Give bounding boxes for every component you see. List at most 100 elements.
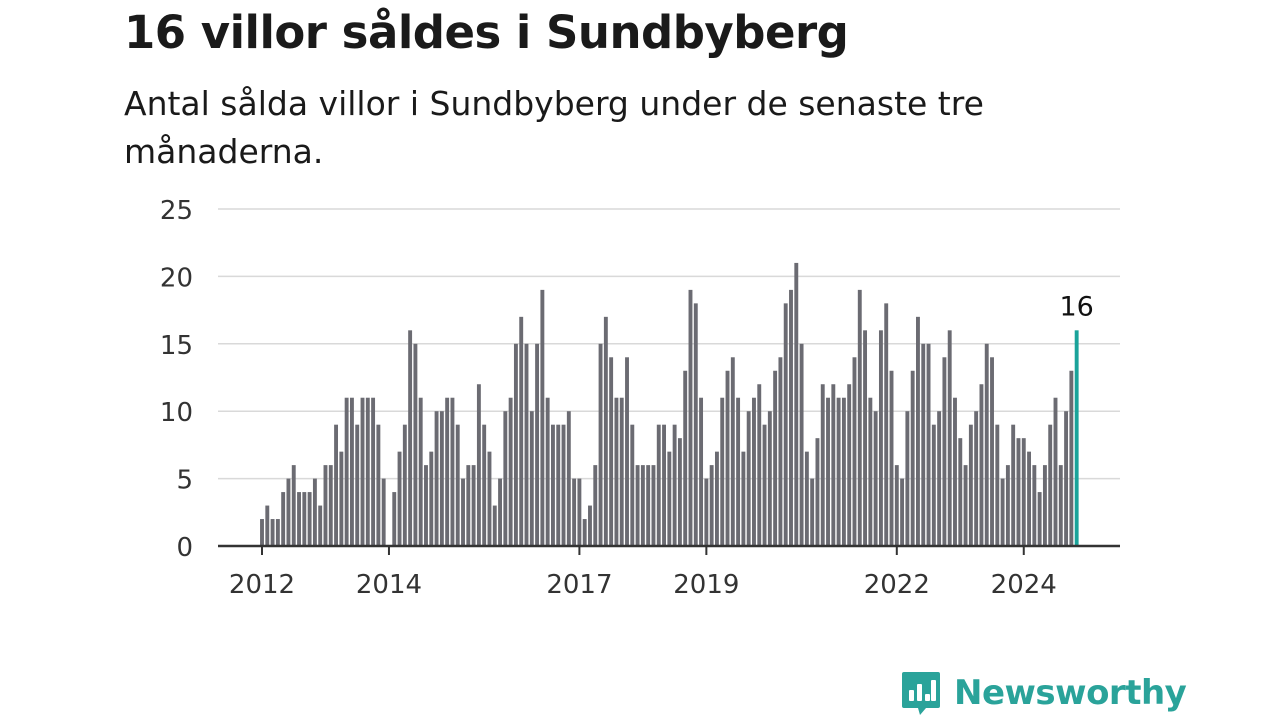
bar: [593, 465, 598, 546]
bar: [625, 357, 629, 546]
bar: [614, 397, 619, 546]
bar: [270, 519, 275, 546]
x-tick-label: 2022: [864, 570, 930, 600]
bar: [1069, 370, 1074, 546]
bar: [1048, 424, 1053, 546]
bar: [476, 384, 481, 546]
bar: [413, 343, 418, 546]
bar: [297, 492, 301, 546]
bar: [990, 357, 994, 546]
bar: [820, 384, 825, 546]
bar: [265, 505, 270, 546]
bar: [312, 478, 317, 546]
x-tick-label: 2014: [356, 570, 422, 600]
bar: [630, 424, 635, 546]
bar: [397, 451, 402, 546]
newsworthy-logo-icon: [902, 672, 940, 715]
bar: [482, 424, 487, 546]
bar: [683, 370, 688, 546]
bar: [831, 384, 836, 546]
bar: [334, 424, 339, 546]
bar: [995, 424, 1000, 546]
bar: [810, 478, 815, 546]
bar: [968, 424, 973, 546]
bar: [508, 397, 513, 546]
bar: [1011, 424, 1016, 546]
bar: [868, 397, 873, 546]
bar: [291, 465, 296, 546]
bar: [598, 343, 603, 546]
bar: [561, 424, 566, 546]
bar: [815, 438, 820, 546]
bar: [572, 478, 577, 546]
bar: [762, 424, 767, 546]
bar: [402, 424, 407, 546]
bar: [799, 343, 804, 546]
bar: [260, 519, 264, 546]
bar: [778, 357, 783, 546]
bar: [535, 343, 540, 546]
bar: [889, 370, 894, 546]
bar: [471, 465, 476, 546]
bar: [1016, 438, 1021, 546]
bar: [789, 289, 793, 546]
bar: [1064, 411, 1069, 546]
bar: [672, 424, 677, 546]
bar: [503, 411, 508, 546]
bar: [286, 478, 291, 546]
bar: [640, 465, 645, 546]
bar: [339, 451, 344, 546]
bar: [863, 330, 868, 546]
highlight-value-label: 16: [1059, 291, 1093, 322]
bar: [344, 397, 349, 546]
bar: [545, 397, 550, 546]
bar: [910, 370, 915, 546]
bar: [365, 397, 370, 546]
bar: [857, 289, 862, 546]
bar: [318, 505, 323, 546]
bar: [1027, 451, 1031, 546]
bar: [551, 424, 555, 546]
chart-subtitle: Antal sålda villor i Sundbyberg under de…: [124, 84, 984, 171]
bar: [963, 465, 968, 546]
bar: [577, 478, 582, 546]
bar: [741, 451, 746, 546]
bar: [704, 478, 709, 546]
bar: [439, 411, 444, 546]
bar: [381, 478, 386, 546]
bar: [556, 424, 561, 546]
bar: [328, 465, 333, 546]
bar: [529, 411, 534, 546]
brand-logo: Newsworthy: [900, 670, 1187, 716]
bar: [937, 411, 942, 546]
bar: [709, 465, 714, 546]
bar: [714, 451, 719, 546]
bar: [767, 411, 772, 546]
x-tick-label: 2024: [991, 570, 1057, 600]
bar: [540, 289, 545, 546]
bar: [773, 370, 778, 546]
bar: [947, 330, 952, 546]
bar: [1032, 465, 1037, 546]
bar: [392, 492, 397, 546]
bar: [878, 330, 883, 546]
bar: [466, 465, 471, 546]
bar: [804, 451, 809, 546]
y-tick-label: 20: [160, 263, 193, 293]
bar: [953, 397, 957, 546]
bar: [730, 357, 735, 546]
bar: [1037, 492, 1042, 546]
bar: [1053, 397, 1058, 546]
bar: [445, 397, 450, 546]
bar: [323, 465, 328, 546]
y-tick-label: 25: [160, 196, 193, 226]
bar: [1021, 438, 1026, 546]
bar: [588, 505, 592, 546]
bar: [355, 424, 360, 546]
bar: [487, 451, 492, 546]
bar: [498, 478, 502, 546]
bar: [746, 411, 751, 546]
x-tick-label: 2017: [546, 570, 612, 600]
bar: [894, 465, 899, 546]
bar: [677, 438, 682, 546]
